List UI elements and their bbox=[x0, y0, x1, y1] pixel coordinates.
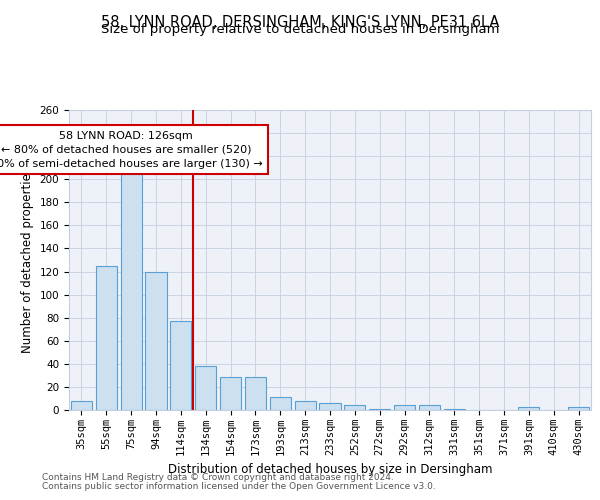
Bar bbox=[245, 376, 266, 410]
Bar bbox=[96, 266, 117, 410]
Bar bbox=[195, 366, 216, 410]
Bar bbox=[419, 406, 440, 410]
Y-axis label: Number of detached properties: Number of detached properties bbox=[21, 167, 34, 353]
Bar bbox=[319, 403, 341, 410]
Text: Size of property relative to detached houses in Dersingham: Size of property relative to detached ho… bbox=[101, 22, 499, 36]
Bar bbox=[369, 409, 390, 410]
Text: 58 LYNN ROAD: 126sqm
← 80% of detached houses are smaller (520)
20% of semi-deta: 58 LYNN ROAD: 126sqm ← 80% of detached h… bbox=[0, 131, 263, 169]
Bar bbox=[568, 406, 589, 410]
Bar bbox=[220, 376, 241, 410]
Text: Contains public sector information licensed under the Open Government Licence v3: Contains public sector information licen… bbox=[42, 482, 436, 491]
Bar bbox=[145, 272, 167, 410]
Text: 58, LYNN ROAD, DERSINGHAM, KING'S LYNN, PE31 6LA: 58, LYNN ROAD, DERSINGHAM, KING'S LYNN, … bbox=[101, 15, 499, 30]
Bar bbox=[121, 158, 142, 410]
Bar bbox=[394, 406, 415, 410]
Bar bbox=[444, 409, 465, 410]
Bar bbox=[344, 406, 365, 410]
Bar bbox=[295, 401, 316, 410]
X-axis label: Distribution of detached houses by size in Dersingham: Distribution of detached houses by size … bbox=[168, 464, 492, 476]
Bar bbox=[518, 406, 539, 410]
Bar bbox=[270, 398, 291, 410]
Text: Contains HM Land Registry data © Crown copyright and database right 2024.: Contains HM Land Registry data © Crown c… bbox=[42, 474, 394, 482]
Bar bbox=[71, 401, 92, 410]
Bar bbox=[170, 321, 191, 410]
